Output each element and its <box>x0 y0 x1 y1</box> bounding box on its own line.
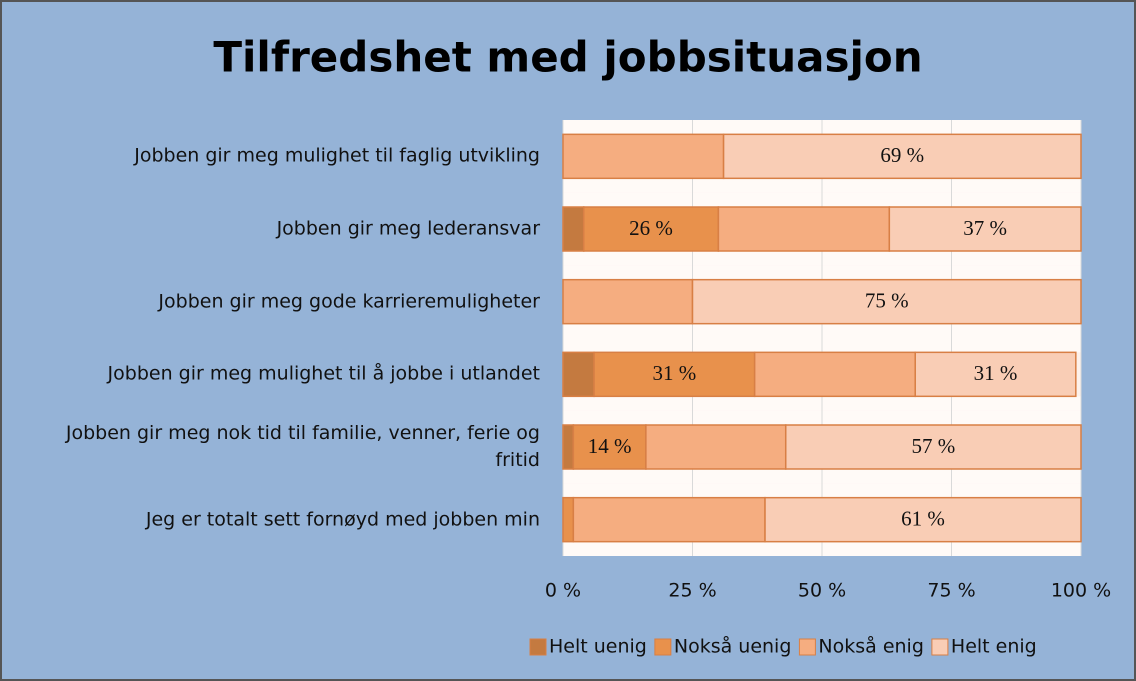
y-tick-label: Jobben gir meg nok tid til familie, venn… <box>65 422 540 471</box>
bar-segment <box>572 496 766 543</box>
data-label: 75 % <box>865 288 909 312</box>
y-tick-label: Jobben gir meg mulighet til faglig utvik… <box>134 144 540 167</box>
bar-segment <box>914 351 1077 398</box>
y-tick-label: Jobben gir meg gode karrieremuligheter <box>158 290 540 313</box>
y-tick-label: Jobben gir meg lederansvar <box>276 217 540 240</box>
legend-swatch <box>931 638 949 656</box>
chart-title: Tilfredshet med jobbsituasjon <box>213 33 922 82</box>
bar-segment <box>562 351 595 398</box>
data-label: 31 % <box>974 361 1018 385</box>
bar-segment <box>593 351 756 398</box>
bar-segment <box>582 206 720 252</box>
legend-swatch <box>654 638 672 656</box>
bar-segment <box>722 133 1082 180</box>
legend-label: Nokså uenig <box>674 635 792 658</box>
legend-label: Helt uenig <box>549 636 647 658</box>
legend-label: Nokså enig <box>818 635 924 658</box>
data-label: 57 % <box>911 434 955 458</box>
data-label: 69 % <box>880 143 924 167</box>
legend-swatch <box>529 638 547 656</box>
x-tick-label: 75 % <box>927 580 975 602</box>
data-label: 61 % <box>901 506 945 530</box>
bar-segment <box>572 424 647 470</box>
bar-segment <box>562 206 585 252</box>
bar-segment <box>562 424 575 470</box>
bar-segment <box>691 278 1082 325</box>
bar-segment <box>717 206 891 252</box>
x-tick-label: 100 % <box>1051 580 1111 602</box>
data-label: 14 % <box>588 434 632 458</box>
bar-segment <box>784 424 1082 470</box>
data-label: 37 % <box>963 216 1007 240</box>
data-label: 31 % <box>652 361 696 385</box>
bar-segment <box>888 206 1082 252</box>
bar-segment <box>645 424 787 470</box>
data-label: 26 % <box>629 216 673 240</box>
x-tick-label: 25 % <box>668 580 716 602</box>
bar-segment <box>753 351 916 398</box>
y-tick-label: Jeg er totalt sett fornøyd med jobben mi… <box>145 508 540 531</box>
y-tick-label: Jobben gir meg mulighet til å jobbe i ut… <box>107 362 540 385</box>
bar-segment <box>764 496 1082 543</box>
x-tick-label: 0 % <box>545 580 581 602</box>
bar-segment <box>562 278 694 325</box>
x-tick-label: 50 % <box>798 580 846 602</box>
bar-segment <box>562 496 575 543</box>
bar-segment <box>562 133 725 180</box>
legend-swatch <box>798 638 816 656</box>
legend-label: Helt enig <box>951 636 1037 658</box>
